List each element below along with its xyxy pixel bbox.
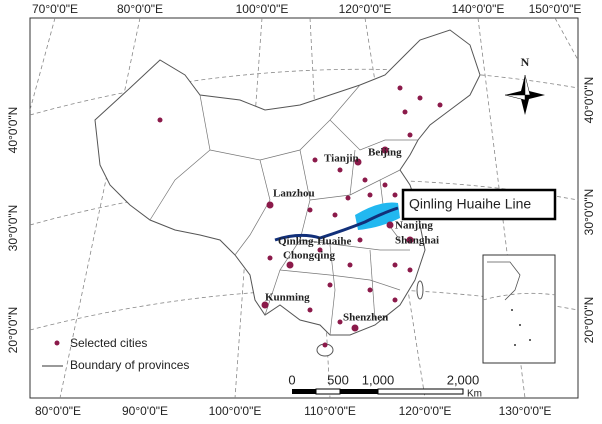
city-labels: Beijing Tianjin Lanzhou Nanjing Shanghai… [265,147,439,324]
graticule-label: 150°0'0"E [529,2,582,16]
scale-label: 2,000 [447,372,480,387]
graticule-label: 140°0'0"E [452,2,505,16]
north-arrow: N [504,55,545,115]
city-label: Shanghai [395,235,439,247]
north-label: N [521,55,530,69]
line-label: Qinling-Huaihe [278,236,351,248]
legend: Selected cities Boundary of provinces [42,336,189,372]
callout-box [401,188,557,221]
graticule-label: 30°0'0"N [6,205,20,252]
scale-label: 500 [327,372,349,387]
city-label: Nanjing [395,220,433,232]
graticule-label: 30°0'0"N [582,189,596,236]
graticule-label: 20°0'0"N [582,297,596,344]
graticule-label: 40°0'0"N [582,77,596,124]
graticule-label: 100°0'0"E [236,2,289,16]
graticule-label: 120°0'0"E [399,404,452,418]
graticule-label: 20°0'0"N [6,307,20,354]
graticule-label: 90°0'0"E [122,404,168,418]
city-label: Shenzhen [343,312,388,324]
legend-label: Boundary of provinces [70,358,189,372]
scale-label: 1,000 [362,372,395,387]
inset-map [482,254,556,364]
graticule-label: 80°0'0"E [35,404,81,418]
city-dots [157,85,443,348]
qinling-huaihe-line [274,202,400,242]
city-label: Tianjin [324,153,359,165]
callout-text: Qinling Huaihe Line [409,196,531,212]
city-label: Beijing [368,147,402,159]
graticule-label: 110°0'0"E [304,404,356,418]
graticule-labels: 70°0'0"E 80°0'0"E 100°0'0"E 120°0'0"E 140°0'… [6,2,596,418]
graticule-label: 80°0'0"E [117,2,163,16]
city-label: Chongqing [283,250,335,262]
graticule-label: 70°0'0"E [32,2,78,16]
graticule-label: 120°0'0"E [339,2,392,16]
scale-label: 0 [288,372,295,387]
city-label: Kunming [265,292,310,304]
legend-label: Selected cities [70,336,147,350]
scale-bar: 0 500 1,000 2,000 Km [288,372,482,399]
graticule-label: 100°0'0"E [209,404,262,418]
city-label: Lanzhou [273,188,315,200]
graticule-label: 40°0'0"N [6,107,20,154]
scale-unit: Km [467,389,482,400]
graticule-label: 130°0'0"E [499,404,552,418]
